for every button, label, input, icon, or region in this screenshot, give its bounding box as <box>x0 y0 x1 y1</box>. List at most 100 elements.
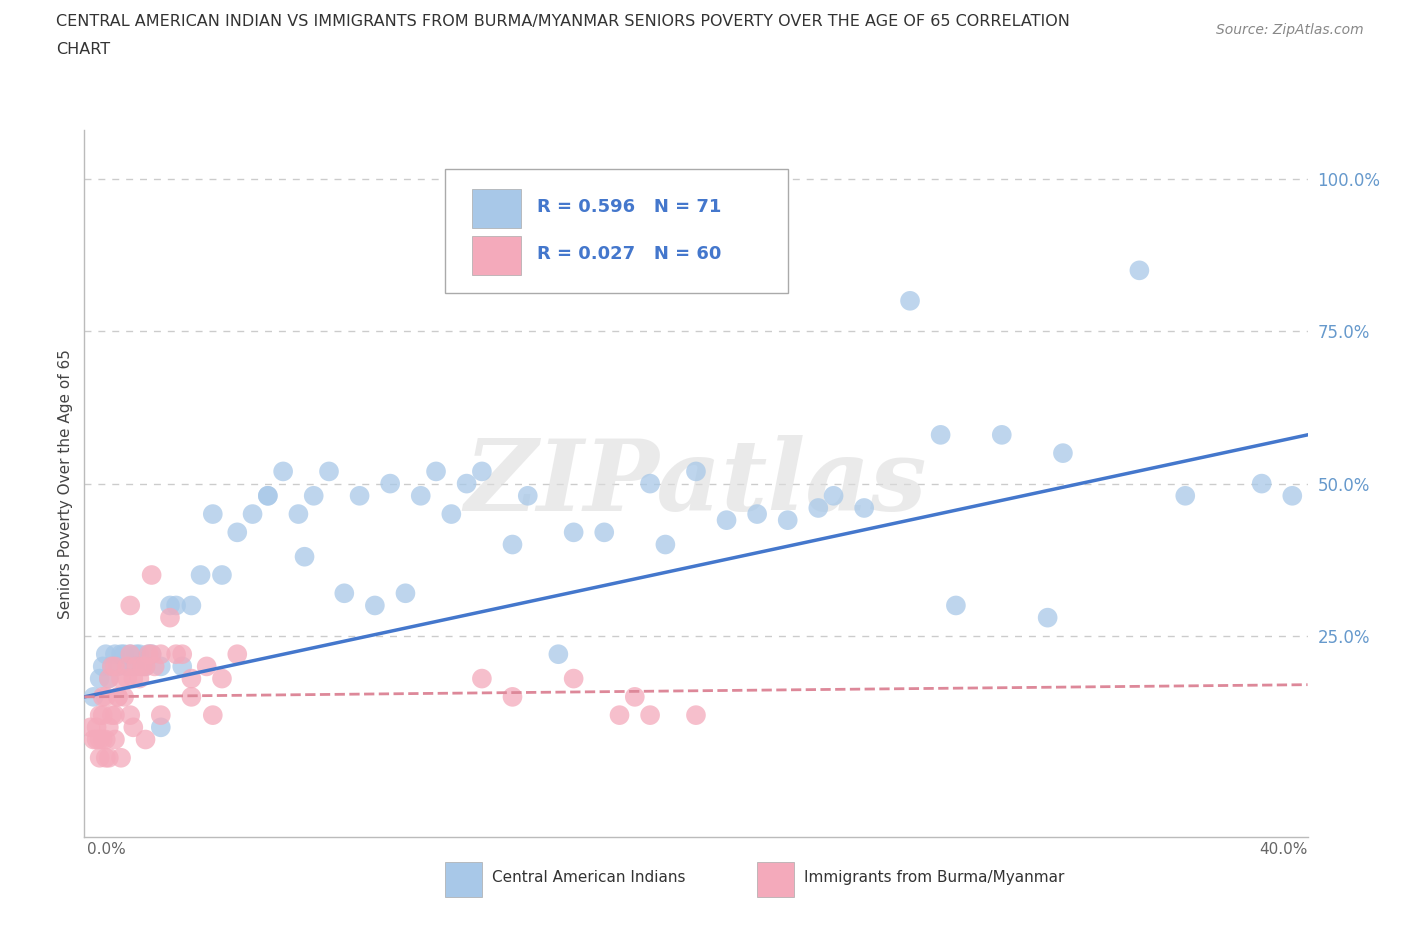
Point <box>89 751 111 765</box>
Point <box>211 671 233 686</box>
Point <box>609 708 631 723</box>
Point <box>201 708 224 723</box>
Point <box>131 659 153 674</box>
Point <box>685 708 707 723</box>
Point <box>456 476 478 491</box>
Point <box>120 646 142 661</box>
Point <box>104 708 127 723</box>
Point <box>294 550 316 565</box>
Point <box>172 646 194 661</box>
Point <box>654 538 676 552</box>
Point <box>143 659 166 674</box>
Point <box>104 659 127 674</box>
Point <box>1128 263 1150 278</box>
Point <box>107 659 129 674</box>
Point <box>516 488 538 503</box>
Point <box>97 720 120 735</box>
Point <box>122 671 145 686</box>
Point <box>745 507 768 522</box>
Point <box>110 751 132 765</box>
Point <box>172 659 194 674</box>
Point <box>898 293 921 308</box>
Point <box>101 659 124 674</box>
Text: 40.0%: 40.0% <box>1260 842 1308 857</box>
Point <box>131 659 153 674</box>
Point <box>94 732 117 747</box>
Point <box>112 689 135 704</box>
Point <box>180 689 202 704</box>
Point <box>226 646 249 661</box>
Point <box>107 689 129 704</box>
Point <box>638 708 661 723</box>
Text: ZIPatlas: ZIPatlas <box>465 435 927 532</box>
Point <box>547 646 569 661</box>
Point <box>149 708 172 723</box>
Point <box>120 598 142 613</box>
Bar <box>472 236 522 275</box>
Point <box>1281 488 1303 503</box>
Point <box>190 567 212 582</box>
Point <box>115 671 138 686</box>
Point <box>97 751 120 765</box>
Point <box>128 671 150 686</box>
Point <box>86 732 108 747</box>
Point <box>271 464 294 479</box>
Point <box>135 659 157 674</box>
Point <box>807 500 830 515</box>
Point <box>716 512 738 527</box>
Point <box>94 689 117 704</box>
Point <box>318 464 340 479</box>
Point <box>501 538 523 552</box>
Point <box>91 689 114 704</box>
Point <box>211 567 233 582</box>
Point <box>195 659 218 674</box>
Point <box>624 689 647 704</box>
Point <box>89 732 111 747</box>
Point <box>685 464 707 479</box>
Point <box>823 488 845 503</box>
Point <box>101 659 124 674</box>
Point <box>122 659 145 674</box>
Point <box>1036 610 1059 625</box>
Bar <box>472 189 522 228</box>
Text: CHART: CHART <box>56 42 110 57</box>
Point <box>440 507 463 522</box>
Point <box>138 646 160 661</box>
Point <box>86 720 108 735</box>
Point <box>89 708 111 723</box>
Point <box>1174 488 1197 503</box>
Point <box>201 507 224 522</box>
Point <box>89 671 111 686</box>
Point <box>471 464 494 479</box>
Point <box>562 525 585 539</box>
Point <box>135 732 157 747</box>
Point <box>425 464 447 479</box>
Point <box>471 671 494 686</box>
Point <box>593 525 616 539</box>
Point <box>257 488 280 503</box>
FancyBboxPatch shape <box>446 169 787 293</box>
Point <box>149 720 172 735</box>
Text: CENTRAL AMERICAN INDIAN VS IMMIGRANTS FROM BURMA/MYANMAR SENIORS POVERTY OVER TH: CENTRAL AMERICAN INDIAN VS IMMIGRANTS FR… <box>56 14 1070 29</box>
Point <box>287 507 309 522</box>
Point <box>120 646 142 661</box>
Point <box>83 689 105 704</box>
Text: R = 0.027   N = 60: R = 0.027 N = 60 <box>537 245 721 263</box>
Point <box>110 671 132 686</box>
Point <box>380 476 402 491</box>
Point <box>242 507 264 522</box>
Point <box>149 659 172 674</box>
Text: Central American Indians: Central American Indians <box>492 870 685 885</box>
Point <box>138 646 160 661</box>
Point <box>128 646 150 661</box>
Point <box>115 659 138 674</box>
Point <box>141 646 163 661</box>
Point <box>83 732 105 747</box>
Point <box>159 610 181 625</box>
Point <box>333 586 356 601</box>
Point <box>180 598 202 613</box>
Point <box>638 476 661 491</box>
Point <box>165 598 187 613</box>
Point <box>91 659 114 674</box>
Point <box>107 689 129 704</box>
